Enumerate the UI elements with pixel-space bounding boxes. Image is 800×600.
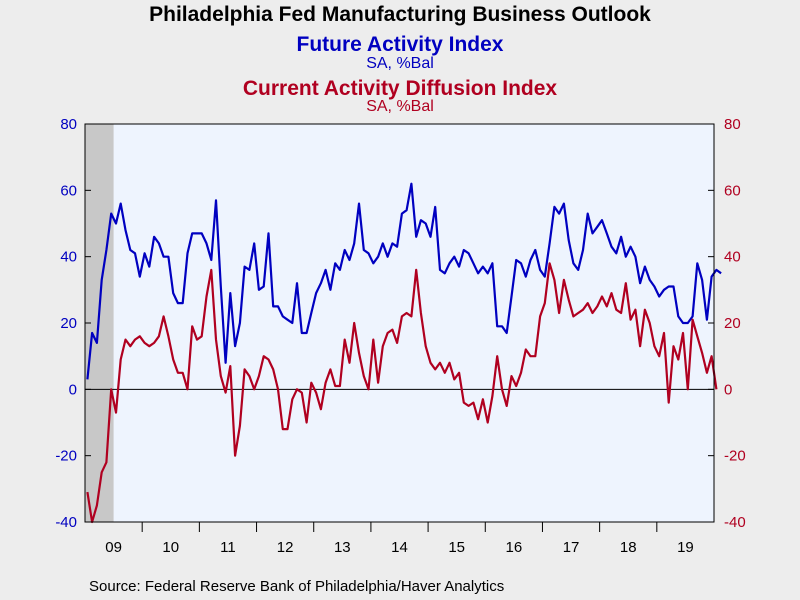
x-tick-label: 14 (391, 539, 408, 556)
left-tick-label: -40 (55, 514, 77, 531)
right-tick-label: -40 (724, 514, 746, 531)
x-tick-label: 11 (220, 539, 236, 556)
right-tick-label: 80 (724, 116, 741, 133)
series-line-2 (86, 262, 718, 524)
series2-title: Current Activity Diffusion Index (242, 77, 558, 100)
source-note: Source: Federal Reserve Bank of Philadel… (89, 578, 505, 595)
x-tick-label: 19 (677, 539, 694, 556)
x-tick-label: 09 (105, 539, 122, 556)
left-tick-label: 40 (60, 249, 77, 266)
x-tick-label: 18 (620, 539, 637, 556)
right-tick-label: 60 (724, 182, 741, 199)
left-tick-label: -20 (55, 448, 77, 465)
series1-units: SA, %Bal (366, 55, 434, 72)
x-tick-label: 16 (506, 539, 523, 556)
right-tick-label: 20 (724, 315, 741, 332)
right-tick-label: -20 (724, 448, 746, 465)
right-tick-label: 40 (724, 249, 741, 266)
x-tick-label: 17 (563, 539, 580, 556)
x-tick-label: 15 (448, 539, 465, 556)
left-tick-label: 20 (60, 315, 77, 332)
series2-units: SA, %Bal (366, 98, 434, 115)
x-tick-label: 12 (277, 539, 294, 556)
x-tick-label: 13 (334, 539, 351, 556)
chart-title: Philadelphia Fed Manufacturing Business … (149, 3, 651, 26)
plot-area (85, 124, 714, 522)
left-tick-label: 80 (60, 116, 77, 133)
x-tick-label: 10 (162, 539, 179, 556)
series-line-1 (86, 182, 722, 380)
right-tick-label: 0 (724, 381, 732, 398)
series1-title: Future Activity Index (296, 33, 504, 56)
left-tick-label: 0 (69, 381, 77, 398)
left-tick-label: 60 (60, 182, 77, 199)
